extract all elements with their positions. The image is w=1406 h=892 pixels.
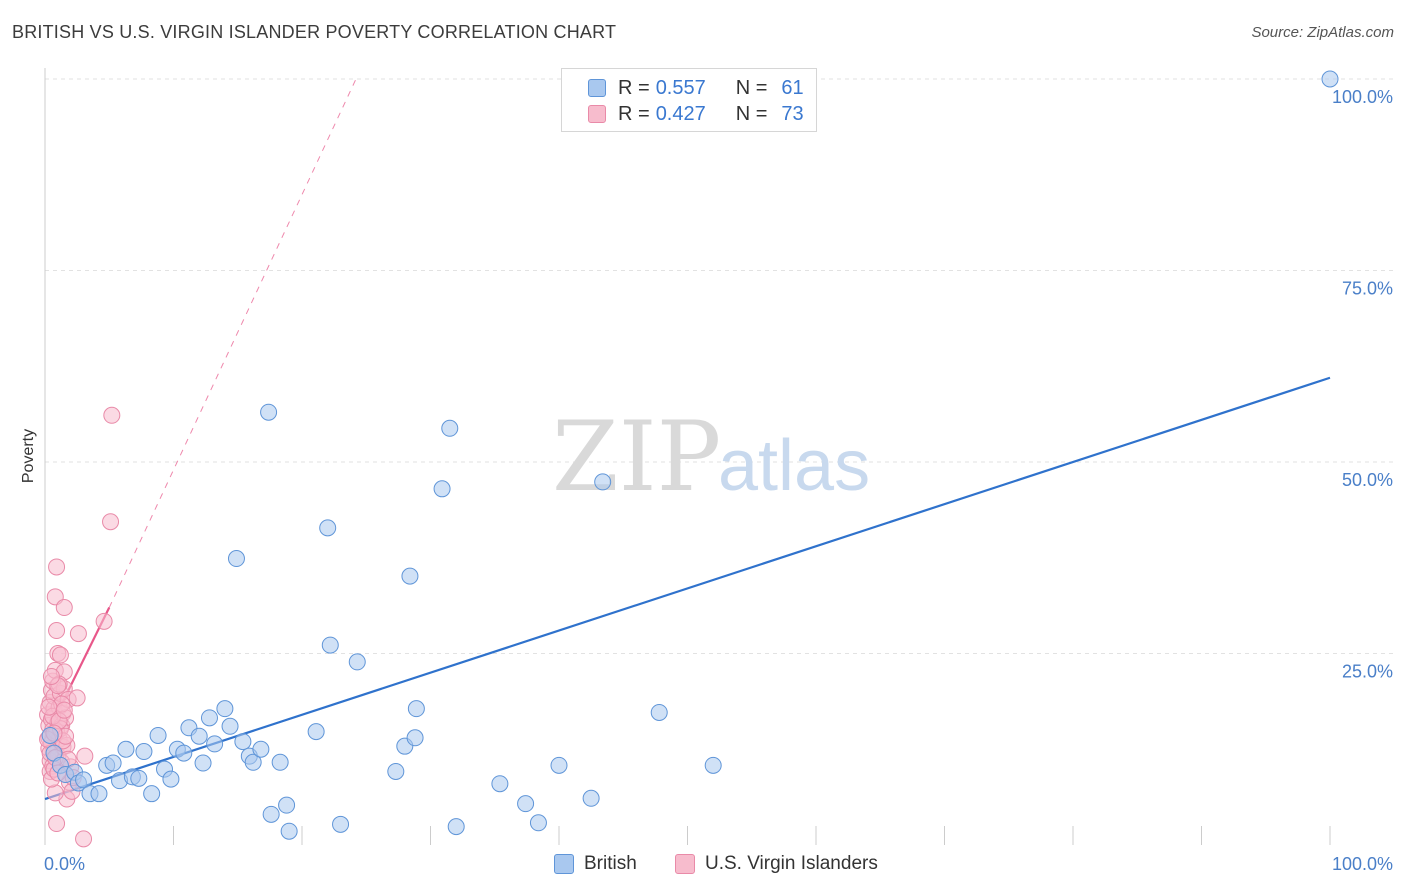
y-tick-label-0: 25.0% xyxy=(1342,662,1393,682)
virgin-point-50 xyxy=(103,406,121,424)
correlation-legend: R = 0.557 N = 61 R = 0.427 N = 73 xyxy=(561,68,817,132)
british-point-12 xyxy=(117,740,135,758)
british-point-47 xyxy=(401,567,419,585)
british-point-29 xyxy=(227,550,245,568)
virgin-point-44 xyxy=(68,689,86,707)
british-point-42 xyxy=(332,815,350,833)
british-point-56 xyxy=(582,789,600,807)
virgin-point-32 xyxy=(55,599,73,617)
virgin-point-45 xyxy=(69,625,87,643)
british-point-53 xyxy=(517,795,535,813)
british-point-54 xyxy=(529,814,547,832)
british-point-55 xyxy=(550,756,568,774)
british-point-38 xyxy=(280,822,298,840)
virgin-swatch xyxy=(588,105,606,123)
british-point-37 xyxy=(278,796,296,814)
british-point-58 xyxy=(650,703,668,721)
british-n-value: 61 xyxy=(781,76,804,99)
british-point-28 xyxy=(221,717,239,735)
british-point-30 xyxy=(234,733,252,751)
virgin-point-72 xyxy=(55,701,73,719)
legend-row-virgin: R = 0.427 N = 73 xyxy=(588,103,804,125)
bottom-legend-british: British xyxy=(554,852,637,876)
y-tick-label-1: 50.0% xyxy=(1342,470,1393,490)
british-point-25 xyxy=(200,709,218,727)
y-tick-label-3: 100.0% xyxy=(1332,87,1393,107)
trendline-0 xyxy=(44,376,1331,801)
british-point-15 xyxy=(135,743,153,761)
x-tick-label-1: 100.0% xyxy=(1332,854,1393,874)
chart-source: Source: ZipAtlas.com xyxy=(1251,24,1394,41)
tick-labels: 25.0% 50.0% 75.0% 100.0% 0.0% 100.0% xyxy=(44,87,1393,874)
watermark-zip: ZIP xyxy=(552,401,721,513)
british-point-39 xyxy=(307,723,325,741)
british-r-label: R = xyxy=(618,76,650,99)
british-points xyxy=(41,70,1339,840)
british-point-19 xyxy=(162,770,180,788)
british-point-26 xyxy=(206,735,224,753)
british-point-46 xyxy=(406,729,424,747)
virgin-r-value: 0.427 xyxy=(655,102,706,125)
british-point-6 xyxy=(75,771,93,789)
british-point-34 xyxy=(260,403,278,421)
y-axis-label: Poverty xyxy=(20,429,37,483)
british-point-60 xyxy=(1321,70,1339,88)
virgin-point-26 xyxy=(51,646,69,664)
british-point-57 xyxy=(594,473,612,491)
british-point-14 xyxy=(130,769,148,787)
british-point-40 xyxy=(319,519,337,537)
virgin-points xyxy=(39,406,121,848)
british-point-49 xyxy=(433,480,451,498)
british-point-51 xyxy=(447,818,465,836)
british-n-label: N = xyxy=(735,76,768,99)
virgin-point-52 xyxy=(48,815,66,833)
british-point-8 xyxy=(90,785,108,803)
british-point-43 xyxy=(348,653,366,671)
legend-row-british: R = 0.557 N = 61 xyxy=(588,77,804,99)
bottom-virgin-label: U.S. Virgin Islanders xyxy=(705,853,878,874)
british-point-27 xyxy=(216,700,234,718)
bottom-virgin-swatch xyxy=(675,854,695,874)
x-tick-label-0: 0.0% xyxy=(44,854,85,874)
british-point-32 xyxy=(244,753,262,771)
british-point-52 xyxy=(491,775,509,793)
watermark-atlas: atlas xyxy=(718,426,870,506)
british-point-0 xyxy=(41,726,59,744)
virgin-n-value: 73 xyxy=(781,102,804,125)
british-point-16 xyxy=(143,785,161,803)
trendline-2 xyxy=(108,78,357,608)
british-point-35 xyxy=(262,805,280,823)
virgin-point-46 xyxy=(75,830,93,848)
bottom-british-swatch xyxy=(554,854,574,874)
virgin-point-19 xyxy=(48,622,66,640)
bottom-legend-virgin: U.S. Virgin Islanders xyxy=(675,852,878,876)
chart-title: BRITISH VS U.S. VIRGIN ISLANDER POVERTY … xyxy=(12,22,617,42)
british-r-value: 0.557 xyxy=(655,76,706,99)
virgin-n-label: N = xyxy=(735,102,768,125)
virgin-point-20 xyxy=(48,558,66,576)
british-point-21 xyxy=(175,744,193,762)
british-point-24 xyxy=(194,754,212,772)
british-point-10 xyxy=(104,754,122,772)
virgin-point-49 xyxy=(102,513,120,531)
british-point-44 xyxy=(387,762,405,780)
y-tick-label-2: 75.0% xyxy=(1342,279,1393,299)
british-point-50 xyxy=(441,419,459,437)
british-point-36 xyxy=(271,753,289,771)
virgin-r-label: R = xyxy=(618,102,650,125)
british-point-17 xyxy=(149,726,167,744)
virgin-point-47 xyxy=(76,747,94,765)
virgin-point-62 xyxy=(40,698,58,716)
british-point-41 xyxy=(321,636,339,654)
bottom-british-label: British xyxy=(584,853,637,874)
gridlines xyxy=(45,78,1395,654)
british-point-59 xyxy=(704,756,722,774)
british-point-23 xyxy=(190,727,208,745)
british-swatch xyxy=(588,79,606,97)
virgin-point-65 xyxy=(42,667,60,685)
british-point-48 xyxy=(407,700,425,718)
british-point-33 xyxy=(252,740,270,758)
virgin-point-48 xyxy=(95,612,113,630)
